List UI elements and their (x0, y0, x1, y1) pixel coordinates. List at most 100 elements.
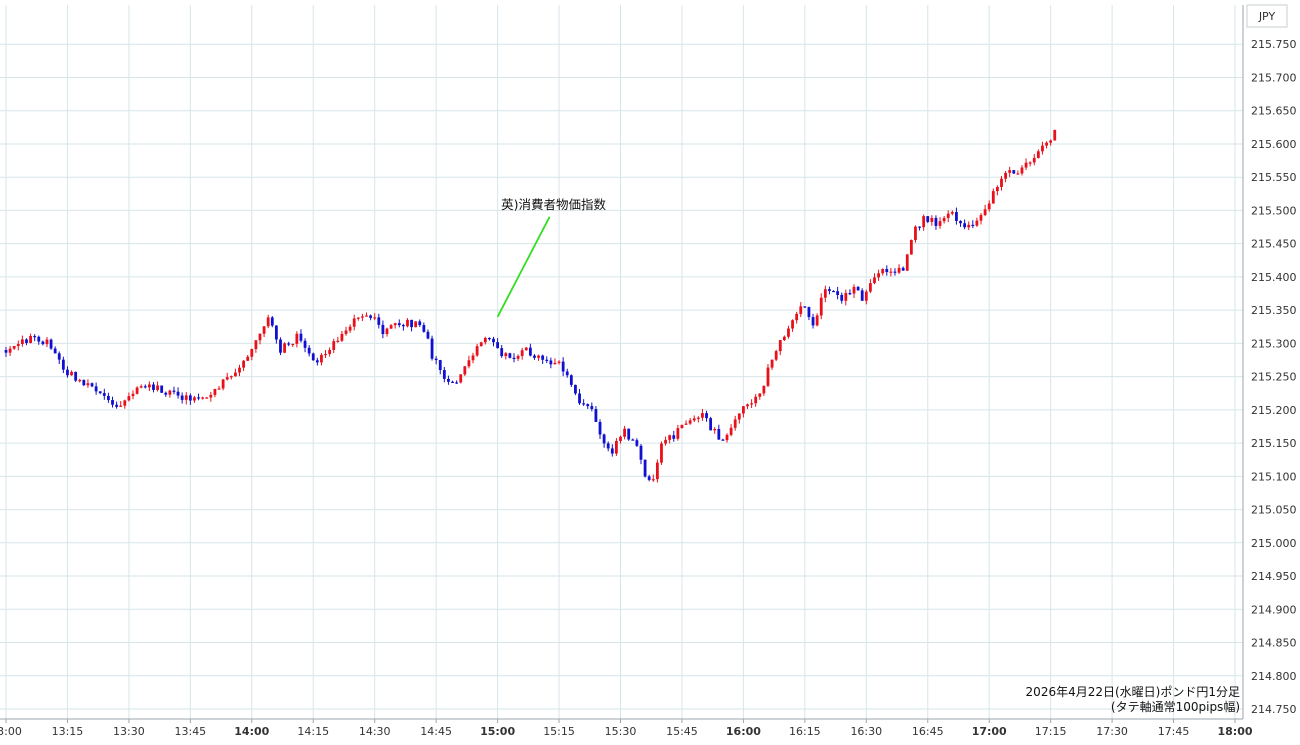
candle-body (234, 372, 237, 377)
annotation-text: 英)消費者物価指数 (501, 197, 606, 212)
candle (373, 313, 377, 321)
candle (160, 385, 164, 393)
candle (758, 393, 762, 400)
candle (33, 334, 37, 342)
candle-body (119, 405, 123, 407)
candle (905, 253, 909, 272)
candle-body (90, 383, 94, 387)
candle (397, 319, 401, 328)
candle-body (70, 371, 73, 376)
candle (53, 346, 57, 354)
candle-body (733, 419, 737, 428)
y-tick-label: 214.950 (1251, 570, 1297, 583)
candle-body (705, 413, 708, 419)
candle-body (1000, 178, 1003, 187)
candle-body (365, 315, 368, 317)
candle-body (787, 328, 790, 337)
candle (438, 359, 442, 375)
candle (1024, 158, 1028, 170)
x-tick-label: 17:00 (972, 725, 1007, 738)
candle (541, 354, 545, 364)
candle-body (86, 383, 90, 386)
candle-body (320, 354, 323, 363)
candle (594, 406, 598, 422)
candle (647, 474, 651, 482)
candle-body (1004, 172, 1007, 179)
candle-body (492, 338, 495, 343)
y-tick-labels: 215.750 215.700 215.650 215.600 215.550 215.5… (1251, 38, 1297, 716)
candle-body (1049, 140, 1053, 143)
candle (569, 374, 573, 388)
candle-body (205, 397, 209, 399)
candle (942, 216, 946, 224)
candle (348, 324, 352, 333)
candle-body (266, 317, 270, 327)
candle (291, 343, 295, 348)
candle-body (655, 462, 659, 480)
candle-body (840, 294, 844, 301)
candle-body (201, 397, 205, 399)
candle-body (274, 325, 278, 340)
candle-body (647, 476, 651, 480)
candle (455, 380, 459, 384)
candle (221, 378, 225, 391)
candle (131, 390, 135, 400)
candle-body (594, 409, 598, 422)
caption-line-2: (タテ軸通常100pips幅) (1110, 700, 1240, 714)
candle-body (475, 346, 479, 356)
candle (492, 336, 495, 347)
candle (262, 326, 266, 337)
candle-body (20, 339, 24, 345)
y-tick-label: 215.700 (1251, 71, 1297, 84)
candle (324, 349, 327, 359)
candle-body (303, 340, 307, 348)
candle-body (393, 323, 397, 326)
candle (332, 338, 336, 354)
candle-body (602, 434, 606, 444)
candle-body (758, 393, 762, 397)
candle-body (401, 325, 405, 327)
candle (229, 375, 233, 380)
candle (393, 322, 397, 329)
candle-body (324, 353, 327, 356)
candle (692, 415, 696, 423)
candle-body (582, 403, 586, 405)
candle-body (459, 374, 463, 383)
candle (401, 323, 405, 331)
candle-body (725, 434, 729, 441)
candle (49, 338, 53, 350)
candle-body (590, 406, 594, 410)
candle (914, 225, 917, 243)
candle-body (586, 404, 590, 407)
candle-body (795, 313, 799, 321)
candle-body (754, 396, 758, 404)
candle (152, 382, 155, 393)
candle (483, 336, 487, 345)
candle (545, 356, 549, 364)
candle (426, 329, 430, 340)
candle-body (901, 267, 905, 271)
candle (627, 428, 631, 441)
candle (377, 313, 381, 329)
candle-body (729, 427, 733, 435)
y-tick-label: 215.400 (1251, 271, 1297, 284)
candle (643, 459, 647, 478)
candle (344, 326, 348, 336)
candle-body (373, 317, 377, 319)
candle-body (209, 394, 213, 398)
candle-body (528, 347, 532, 356)
candle (139, 384, 143, 389)
candle (860, 288, 864, 301)
candle (406, 318, 409, 328)
x-tick-label: 14:30 (359, 725, 391, 738)
candle (721, 438, 725, 441)
candle-body (1045, 142, 1048, 146)
candle (729, 424, 733, 437)
candle (299, 329, 303, 343)
candle (909, 239, 913, 255)
candle-body (33, 336, 37, 338)
chart-caption: 2026年4月22日(水曜日)ポンド円1分足 (タテ軸通常100pips幅) (1026, 685, 1240, 715)
y-tick-label: 215.200 (1251, 404, 1297, 417)
candle-body (221, 379, 225, 389)
candle-body (651, 479, 655, 481)
